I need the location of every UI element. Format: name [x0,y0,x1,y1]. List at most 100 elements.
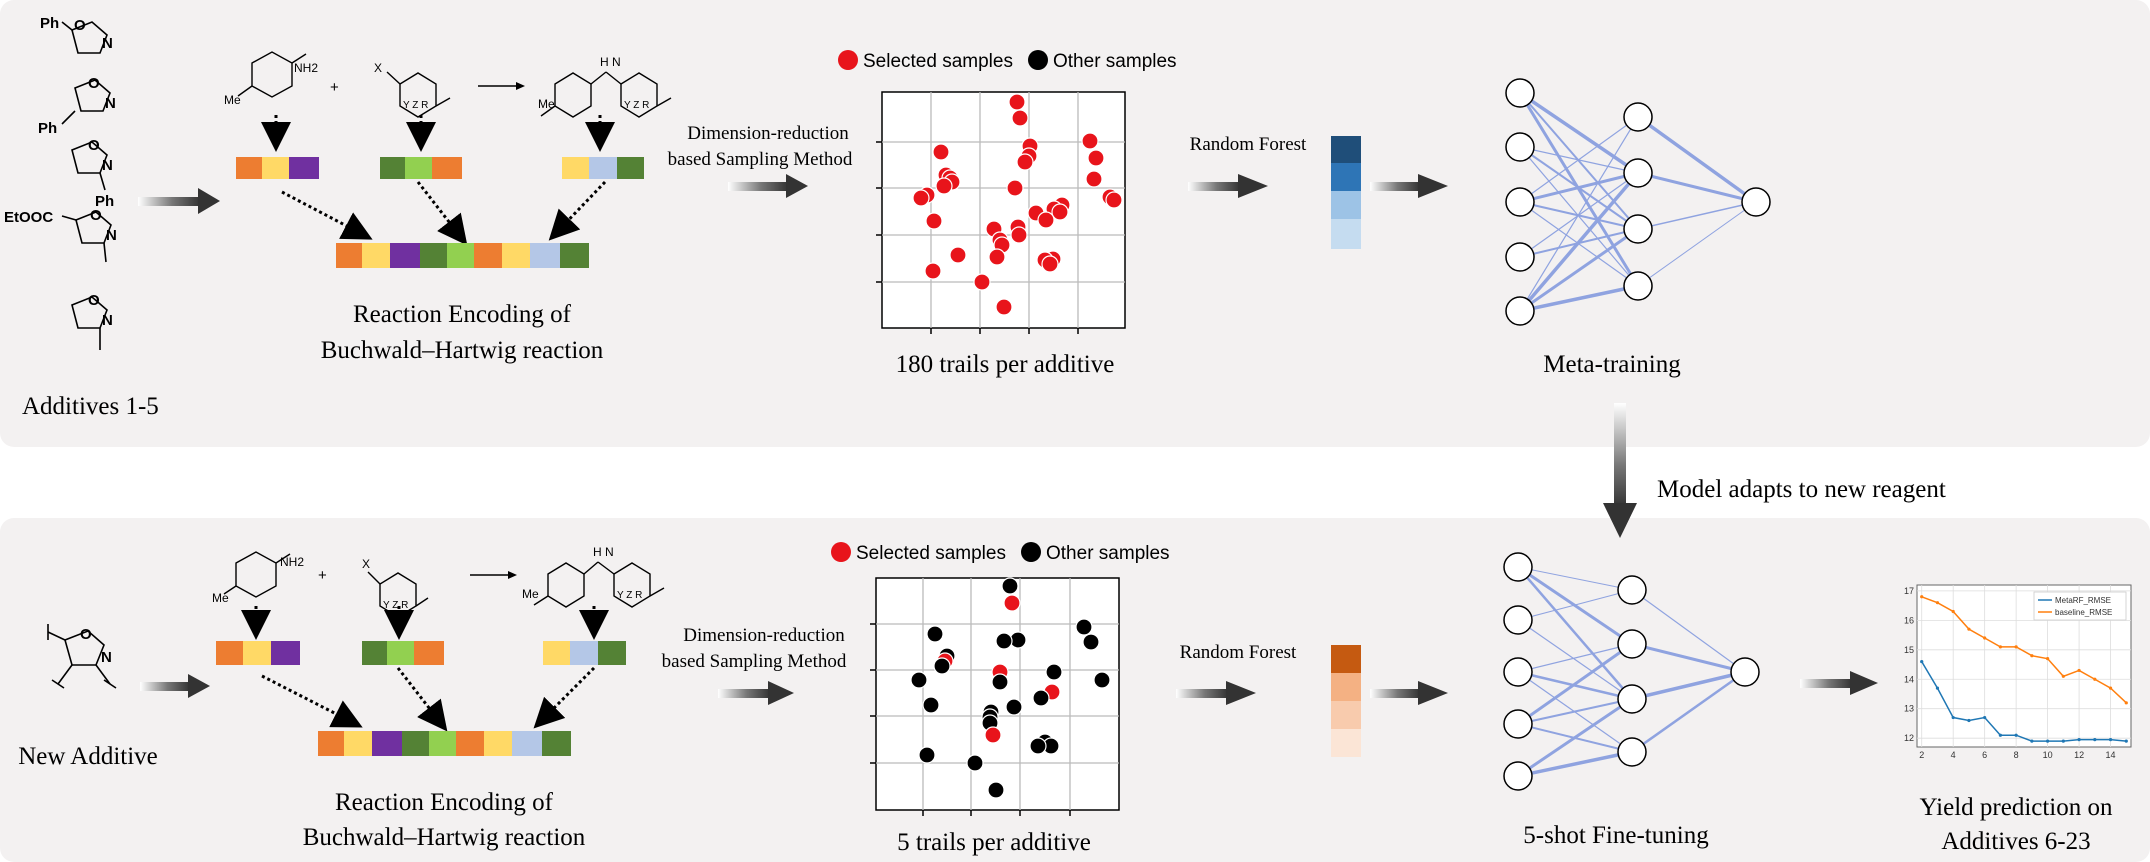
series-point [2046,657,2050,661]
flow-arrow-shaft [1176,689,1228,698]
scatter-point-other [995,632,1013,650]
additives-label: Additives 1-5 [22,393,159,420]
flow-arrow-shaft [138,197,200,206]
svg-text:N: N [102,157,113,174]
series-line-baseline [1921,596,2127,704]
y-tick-label: 12 [1904,733,1914,743]
series-point [2093,677,2097,681]
series-point [2014,733,2018,737]
scatter-legend-top: Selected samples Other samples [838,50,1177,72]
flow-arrow-shaft [718,689,770,698]
scatter-point-selected [932,143,950,161]
scatter-point-selected [1085,170,1103,188]
scatter-legend-bottom: Selected samples Other samples [831,542,1170,564]
combined-encoding-bottom [318,731,571,756]
scatter-point-other [966,754,984,772]
series-point [2108,738,2113,742]
series-point [2124,701,2128,705]
yield-label: Additives 6-23 [1941,828,2090,855]
series-point [1998,645,2002,649]
additive-group-label: EtOOC [4,209,53,226]
flow-arrow-head [786,174,808,198]
nn-caption: Meta-training [1543,351,1681,378]
scatter-point-selected [1016,153,1034,171]
scatter-point-selected [995,298,1013,316]
chart-legend: MetaRF_RMSE baseline_RMSE [2033,591,2127,621]
reaction-scheme-labels-top: Me NH2 + X Y Z R H N Me Y Z R [224,55,649,111]
scatter-point-selected [973,273,991,291]
new-additive-label: New Additive [18,743,158,770]
additive-group-label: Ph [38,120,57,137]
scatter-point-other [1029,737,1047,755]
legend-selected-label: Selected samples [863,51,1013,72]
sampling-method-label: Dimension-reduction [687,123,849,144]
svg-text:O: O [90,207,102,224]
svg-text:O: O [88,137,100,154]
encoding-title: Reaction Encoding of [335,789,554,816]
methyl-label: Me [224,93,241,107]
x-tick-label: 10 [2043,750,2053,760]
scatter-point-selected [1010,226,1028,244]
halide-label: X [374,61,382,75]
scatter-point-selected [1105,191,1123,209]
encoding-bars-top [236,157,644,179]
scatter-point-selected [1081,132,1099,150]
scatter-plot-bottom [870,577,1120,816]
series-point [2108,686,2113,690]
legend-marker-selected [838,50,858,70]
flow-arrow-head [1238,174,1268,198]
random-forest-label: Random Forest [1190,134,1307,155]
series-point [1983,636,1987,640]
series-point [2061,674,2065,678]
reaction-scheme-labels-bottom: Me NH2 + X Y Z R H N Me Y Z R [212,545,642,611]
y-tick-label: 17 [1904,586,1914,596]
encoding-title: Reaction Encoding of [353,301,572,328]
flow-arrow-shaft [728,182,788,191]
scatter-point-other [926,625,944,643]
methyl-label: Me [522,587,539,601]
scatter-point-other [991,673,1009,691]
scatter-point-other [987,781,1005,799]
combined-encoding-top [336,243,589,268]
nn-caption: 5-shot Fine-tuning [1523,822,1709,849]
x-tick-label: 8 [2014,750,2019,760]
new-additive-structure [47,624,117,689]
plus-sign: + [330,79,339,96]
x-tick-label: 6 [1982,750,1987,760]
series-point [1967,627,1971,631]
encoding-title: Buchwald–Hartwig reaction [321,337,604,364]
flow-arrow-head [198,188,220,214]
legend-label-metarf: MetaRF_RMSE [2055,596,2111,605]
scatter-point-selected [924,262,942,280]
series-point [2077,668,2081,673]
scatter-point-other [1001,577,1019,595]
scatter-point-other [1005,698,1023,716]
amine-label: NH2 [294,61,318,75]
scatter-point-selected [1051,203,1069,221]
scatter-plot-top [876,91,1126,334]
series-point [2124,739,2128,743]
series-line-metarf [1921,661,2127,742]
adapt-arrow-shaft [1614,403,1626,507]
series-point [2061,739,2065,743]
scatter-point-selected [1037,211,1055,229]
reaction-scheme-top [237,51,672,118]
scatter-caption: 5 trails per additive [897,829,1091,856]
scatter-point-selected [1011,109,1029,127]
series-point [1935,601,1940,605]
legend-other-label: Other samples [1053,51,1177,72]
dotted-arrows-top [261,115,615,246]
series-point [2046,739,2050,743]
legend-marker-other [1021,542,1041,562]
scatter-caption: 180 trails per additive [896,351,1115,378]
dotted-arrows-bottom [241,606,609,732]
yield-label: Yield prediction on [1919,794,2113,821]
scatter-point-other [910,671,928,689]
y-tick-label: 13 [1904,704,1914,714]
adapt-label: Model adapts to new reagent [1657,476,1946,503]
methyl-label: Me [212,591,229,605]
ring-labels: Y Z R [624,100,649,111]
scatter-point-selected [1041,255,1059,273]
x-tick-label: 4 [1951,750,1956,760]
feature-stack-blue [1331,136,1361,249]
